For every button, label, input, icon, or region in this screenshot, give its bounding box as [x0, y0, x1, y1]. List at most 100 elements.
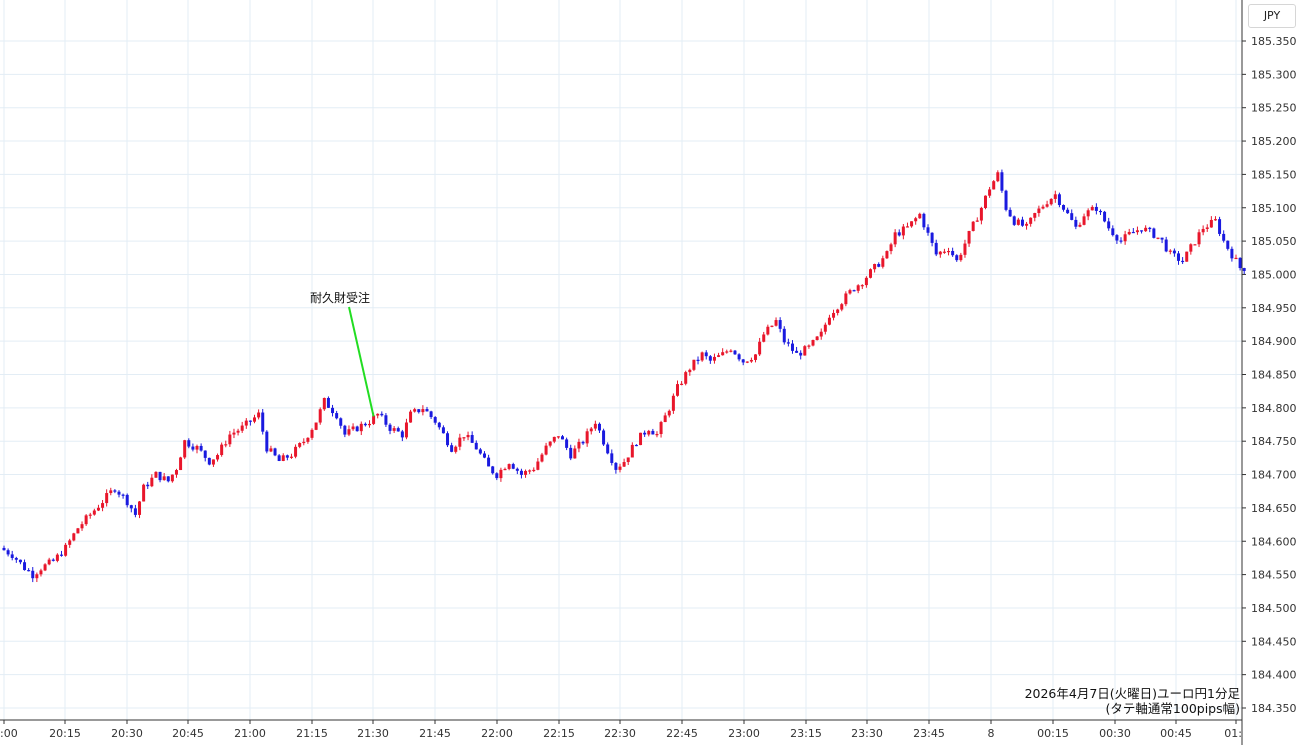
candle-body: [618, 466, 622, 470]
candle-body: [573, 448, 577, 459]
candle-body: [187, 440, 191, 447]
x-tick-label: 8: [988, 727, 995, 740]
candle-body: [1205, 227, 1209, 229]
candle-body: [1041, 206, 1045, 209]
candle-body: [1172, 250, 1176, 254]
candle-body: [253, 417, 257, 422]
y-tick-label: 184.600: [1251, 535, 1297, 548]
candle-body: [76, 528, 80, 534]
x-tick-label: 22:15: [543, 727, 575, 740]
candle-body: [684, 372, 688, 384]
candle-body: [248, 420, 252, 422]
candle-body: [733, 350, 737, 355]
currency-label[interactable]: JPY: [1248, 4, 1296, 28]
candle-body: [1033, 213, 1037, 218]
candle-body: [955, 255, 959, 261]
candle-body: [232, 432, 236, 435]
candle-body: [959, 254, 963, 261]
candle-body: [1230, 248, 1234, 259]
candle-body: [1119, 240, 1123, 242]
candle-body: [1164, 239, 1168, 252]
candle-body: [1156, 237, 1160, 239]
candle-body: [417, 409, 421, 413]
candle-body: [1218, 219, 1222, 234]
candle-body: [597, 423, 601, 431]
candle-body: [947, 250, 951, 253]
candle-body: [441, 427, 445, 434]
candle-body: [257, 412, 261, 418]
candle-body: [68, 540, 72, 545]
candle-body: [930, 232, 934, 243]
chart-caption: 2026年4月7日(火曜日)ユーロ円1分足 (タテ軸通常100pips幅): [1025, 686, 1240, 716]
candle-body: [942, 251, 946, 253]
candle-body: [749, 359, 753, 362]
candle-body: [807, 345, 811, 347]
candle-body: [951, 250, 955, 256]
candle-body: [101, 503, 105, 508]
candle-body: [331, 407, 335, 414]
x-tick-label: 22:30: [604, 727, 636, 740]
candle-body: [708, 356, 712, 361]
x-tick-label: 21:15: [296, 727, 328, 740]
y-tick-label: 184.700: [1251, 469, 1297, 482]
candle-body: [593, 423, 597, 429]
candle-body: [996, 172, 1000, 182]
candle-body: [10, 554, 14, 558]
y-tick-label: 185.200: [1251, 135, 1297, 148]
candle-body: [273, 448, 277, 456]
candle-body: [158, 471, 162, 481]
candle-body: [388, 424, 392, 431]
candle-body: [926, 227, 930, 233]
y-tick-label: 184.400: [1251, 669, 1297, 682]
candle-body: [634, 444, 638, 447]
candle-body: [1020, 219, 1024, 226]
candle-body: [347, 429, 351, 435]
candle-body: [992, 181, 996, 190]
candle-body: [1094, 206, 1098, 211]
candle-body: [1016, 219, 1020, 225]
candle-body: [482, 453, 486, 458]
candle-body: [302, 441, 306, 444]
candle-body: [261, 412, 265, 432]
candle-body: [918, 213, 922, 219]
candle-body: [1074, 219, 1078, 227]
candle-body: [1062, 205, 1066, 210]
candle-body: [495, 473, 499, 479]
candle-body: [265, 431, 269, 452]
candle-body: [1226, 240, 1230, 249]
x-tick-label: 23:15: [790, 727, 822, 740]
x-tick-label: 20:45: [172, 727, 204, 740]
candle-body: [88, 514, 92, 516]
candle-body: [585, 431, 589, 444]
candle-body: [815, 336, 819, 341]
candle-body: [782, 328, 786, 343]
candle-body: [121, 494, 125, 496]
candle-body: [1053, 194, 1057, 199]
candle-body: [519, 470, 523, 475]
candle-body: [199, 445, 203, 451]
candle-body: [138, 501, 142, 515]
candle-body: [363, 423, 367, 426]
candle-body: [938, 251, 942, 255]
candle-body: [647, 430, 651, 435]
candle-body: [778, 320, 782, 329]
candle-body: [717, 355, 721, 357]
y-tick-label: 185.300: [1251, 68, 1297, 81]
x-tick-label: 22:00: [481, 727, 513, 740]
candle-body: [844, 293, 848, 305]
candle-body: [869, 269, 873, 278]
candle-body: [1148, 227, 1152, 230]
y-tick-label: 184.650: [1251, 502, 1297, 515]
candle-body: [795, 350, 799, 353]
candle-body: [1238, 257, 1242, 269]
candle-body: [55, 554, 59, 561]
candle-body: [462, 437, 466, 439]
candle-body: [819, 331, 823, 337]
candle-body: [392, 428, 396, 431]
candle-body: [236, 430, 240, 433]
candle-body: [823, 324, 827, 332]
candle-body: [786, 342, 790, 344]
